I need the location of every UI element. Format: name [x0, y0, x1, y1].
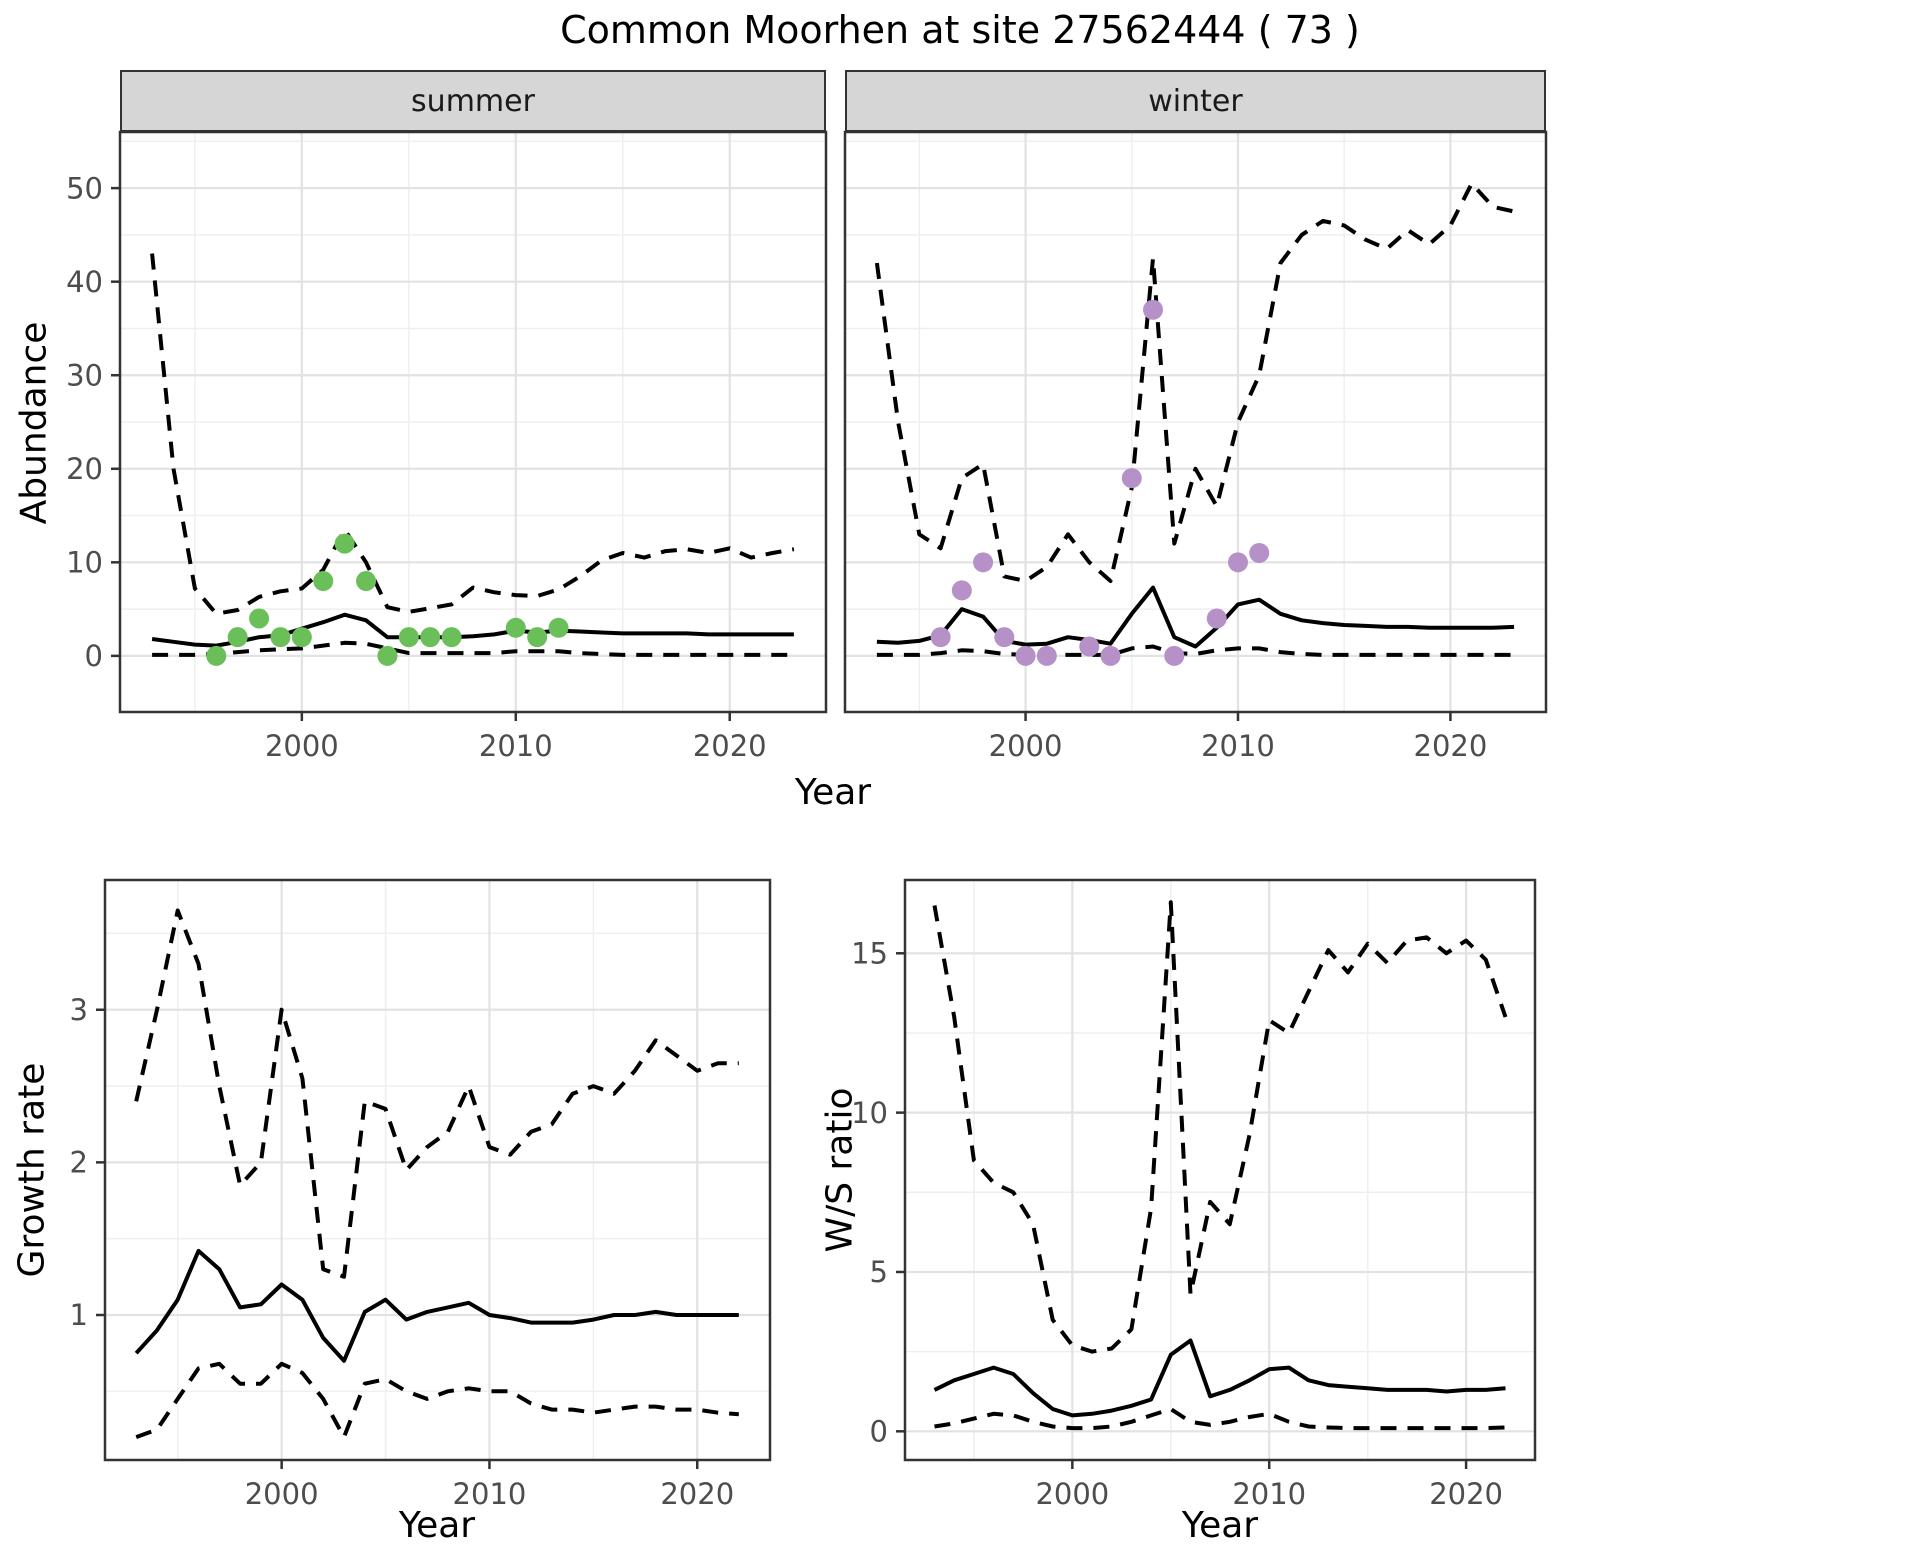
svg-text:2010: 2010: [453, 1477, 527, 1511]
svg-text:15: 15: [851, 936, 888, 970]
svg-text:50: 50: [66, 171, 103, 205]
svg-text:2: 2: [70, 1146, 88, 1180]
growth-rate-axis-title: Growth rate: [11, 1062, 53, 1278]
svg-text:10: 10: [66, 545, 103, 579]
svg-text:2020: 2020: [1429, 1477, 1503, 1511]
svg-text:20: 20: [66, 452, 103, 486]
svg-text:10: 10: [851, 1096, 888, 1130]
svg-text:40: 40: [66, 265, 103, 299]
growth-rate-plot: 2000 2010 2020 1 2 3: [70, 878, 772, 1511]
svg-text:30: 30: [66, 358, 103, 392]
svg-text:2020: 2020: [693, 729, 767, 763]
facet-strip-summer: summer: [120, 70, 826, 132]
ws-ratio-plot: 2000 2010 2020 0 5 10 15: [851, 878, 1537, 1511]
svg-text:2000: 2000: [989, 729, 1063, 763]
svg-text:2000: 2000: [1035, 1477, 1109, 1511]
abundance-axis-title: Abundance: [13, 321, 55, 525]
facet-strip-summer-label: summer: [411, 83, 535, 119]
svg-text:0: 0: [870, 1414, 888, 1448]
top-x-axis-title: Year: [794, 772, 872, 813]
growth-rate-x-axis-title: Year: [398, 1505, 476, 1546]
summer-abundance-plot: 2000 2010 2020 0 10 20 30 40 50: [66, 130, 828, 763]
svg-text:0: 0: [85, 639, 103, 673]
svg-text:2020: 2020: [1414, 729, 1488, 763]
svg-text:1: 1: [70, 1298, 88, 1332]
svg-text:5: 5: [870, 1255, 888, 1289]
svg-text:2000: 2000: [245, 1477, 319, 1511]
ws-ratio-x-axis-title: Year: [1181, 1505, 1259, 1546]
svg-text:2020: 2020: [660, 1477, 734, 1511]
svg-text:2010: 2010: [479, 729, 553, 763]
facet-strip-winter-label: winter: [1148, 83, 1243, 119]
figure-title: Common Moorhen at site 27562444 ( 73 ): [560, 8, 1360, 52]
svg-text:2000: 2000: [265, 729, 339, 763]
winter-abundance-plot: 2000 2010 2020: [843, 130, 1548, 763]
svg-text:2010: 2010: [1201, 729, 1275, 763]
svg-text:2010: 2010: [1232, 1477, 1306, 1511]
svg-text:3: 3: [70, 993, 88, 1027]
facet-strip-winter: winter: [845, 70, 1546, 132]
